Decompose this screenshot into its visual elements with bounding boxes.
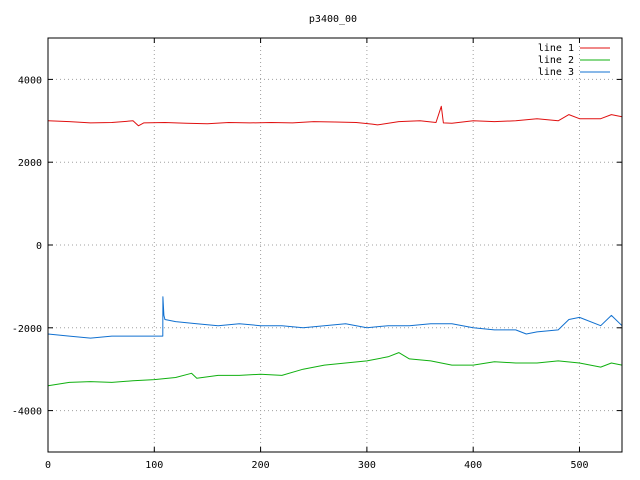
x-tick-label: 0 xyxy=(45,460,51,471)
legend-label: line 2 xyxy=(538,55,574,66)
legend-label: line 3 xyxy=(538,67,574,78)
series-line-3 xyxy=(47,296,623,339)
grid xyxy=(48,38,622,452)
chart-title: p3400_00 xyxy=(309,14,357,25)
series-line-1 xyxy=(47,105,623,127)
x-tick-label: 200 xyxy=(252,460,270,471)
series-group xyxy=(47,105,623,387)
x-tick-label: 500 xyxy=(570,460,588,471)
axis-ticks: 0 100 200 300 400 500 -4000 -2000 0 2000 4000 xyxy=(12,38,622,471)
x-tick-label: 300 xyxy=(358,460,376,471)
y-tick-label: 0 xyxy=(36,241,42,252)
plot-frame xyxy=(47,37,623,453)
y-tick-label: -4000 xyxy=(12,407,42,418)
x-tick-label: 100 xyxy=(145,460,163,471)
legend-label: line 1 xyxy=(538,43,574,54)
x-tick-label: 400 xyxy=(464,460,482,471)
y-tick-label: -2000 xyxy=(12,324,42,335)
series-line-2 xyxy=(47,352,623,387)
y-tick-label: 4000 xyxy=(18,75,42,86)
y-tick-label: 2000 xyxy=(18,158,42,169)
